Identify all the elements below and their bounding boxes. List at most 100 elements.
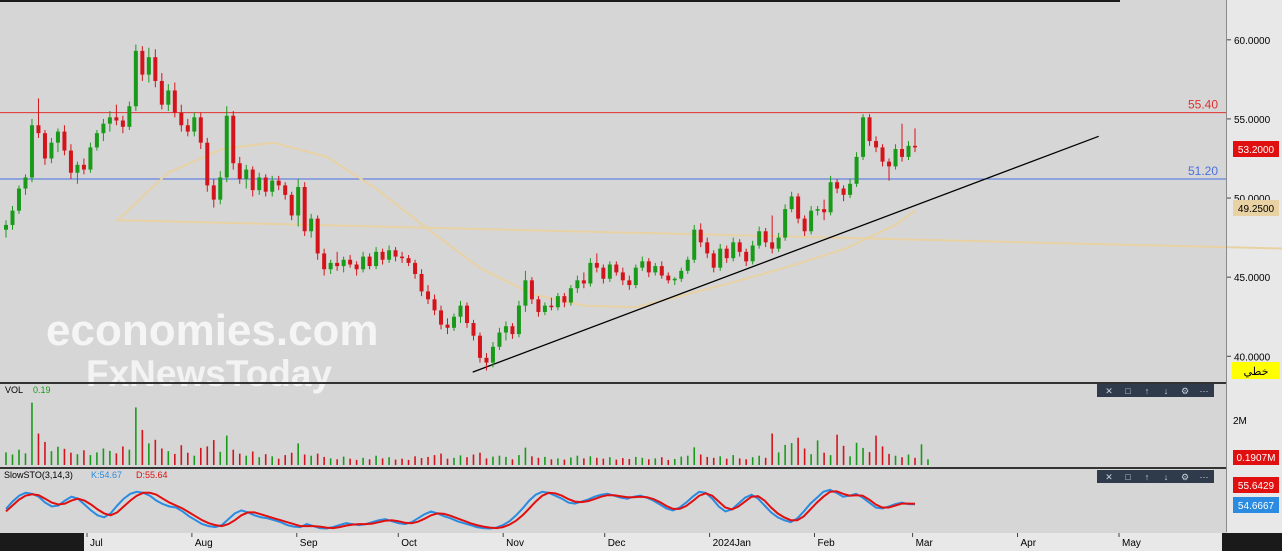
candle-body [445, 324, 450, 328]
settings-icon-hitbox[interactable] [1177, 385, 1193, 396]
candle-body [361, 256, 366, 270]
candle [88, 142, 93, 173]
candle-body [828, 182, 833, 213]
move-down-icon-hitbox[interactable] [1158, 385, 1174, 396]
mode-badge-box[interactable] [1232, 362, 1280, 379]
candle-body [789, 196, 794, 210]
move-up-icon-hitbox[interactable] [1139, 471, 1155, 482]
candle-body [744, 251, 749, 262]
trendline[interactable] [472, 135, 1099, 373]
candle [601, 264, 606, 284]
move-up-icon-glyph: ↑ [1145, 472, 1150, 482]
candle [614, 261, 619, 276]
candle-body [776, 237, 781, 249]
trendline-segment[interactable] [472, 135, 1099, 373]
candle [510, 323, 515, 339]
candle [666, 272, 671, 284]
more-icon[interactable]: ⋯ [1196, 385, 1212, 396]
mode-badge[interactable]: خطي [1232, 362, 1280, 379]
maximize-icon-hitbox[interactable] [1120, 471, 1136, 482]
settings-icon-hitbox[interactable] [1177, 471, 1193, 482]
candle [387, 245, 392, 263]
candle [555, 292, 560, 311]
candle-body [627, 280, 632, 286]
candle [659, 261, 664, 279]
candle [49, 137, 54, 164]
candle [731, 237, 736, 262]
volume-bar [5, 452, 7, 465]
stoch-k-line [5, 488, 916, 530]
volume-bar [875, 435, 877, 465]
candle [575, 275, 580, 293]
candle [361, 251, 366, 273]
volume-bar [914, 457, 916, 465]
volume-bar [407, 459, 410, 465]
time-axis-right-strip [1222, 533, 1282, 551]
volume-bar [764, 457, 767, 465]
candle [828, 175, 833, 216]
volume-bar [693, 447, 696, 465]
pane-divider-stoch[interactable] [0, 467, 1227, 469]
volume-bar [706, 456, 709, 465]
maximize-icon[interactable]: □ [1120, 471, 1136, 482]
close-icon-hitbox[interactable] [1101, 471, 1117, 482]
volume-bar [271, 456, 274, 465]
candle [192, 112, 197, 137]
move-up-icon[interactable]: ↑ [1139, 471, 1155, 482]
volume-bar [290, 452, 293, 465]
maximize-icon[interactable]: □ [1120, 385, 1136, 396]
candle [679, 267, 684, 282]
candle [627, 275, 632, 290]
volume-bar [102, 448, 105, 465]
candle [906, 141, 911, 161]
maximize-icon-hitbox[interactable] [1120, 385, 1136, 396]
close-icon[interactable]: ✕ [1101, 471, 1117, 482]
price-tick-label: 50.0000 [1234, 194, 1271, 205]
volume-bar [790, 443, 793, 465]
candle [809, 205, 814, 235]
candle-body [393, 250, 398, 257]
volume-bar [485, 458, 488, 465]
time-axis-background [0, 533, 1282, 551]
close-icon[interactable]: ✕ [1101, 385, 1117, 396]
time-tick-label: Dec [608, 538, 626, 549]
move-up-icon[interactable]: ↑ [1139, 385, 1155, 396]
candle [140, 46, 145, 81]
vol-value: 0.19 [33, 385, 51, 395]
more-icon-hitbox[interactable] [1196, 471, 1212, 482]
candle-body [263, 177, 268, 192]
candle-body [854, 156, 859, 184]
more-icon[interactable]: ⋯ [1196, 471, 1212, 482]
move-down-icon-hitbox[interactable] [1158, 471, 1174, 482]
volume-bar [323, 456, 325, 465]
candle [841, 185, 846, 202]
candle-body [16, 188, 21, 211]
more-icon-hitbox[interactable] [1196, 385, 1212, 396]
move-down-icon[interactable]: ↓ [1158, 385, 1174, 396]
volume-bar [303, 454, 306, 465]
move-down-icon[interactable]: ↓ [1158, 471, 1174, 482]
settings-icon[interactable]: ⚙ [1177, 385, 1193, 396]
candle-body [348, 259, 353, 265]
candle-body [510, 326, 515, 335]
settings-icon[interactable]: ⚙ [1177, 471, 1193, 482]
volume-bar [641, 457, 644, 465]
volume-bar [466, 457, 468, 465]
volume-bar [479, 452, 481, 465]
move-up-icon-hitbox[interactable] [1139, 385, 1155, 396]
vol-badge: 0.1907M [1233, 450, 1279, 465]
candle-body [646, 261, 651, 273]
candle-body [770, 242, 775, 249]
candle [224, 106, 229, 183]
volume-bar [187, 452, 189, 465]
close-icon-hitbox[interactable] [1101, 385, 1117, 396]
candle-body [335, 262, 340, 267]
candle [16, 185, 21, 214]
candle-body [172, 90, 177, 113]
volume-bar [206, 446, 209, 465]
pane-divider-vol[interactable] [0, 382, 1227, 384]
candle [542, 302, 547, 316]
candle-body [198, 117, 203, 143]
volume-bar [583, 458, 585, 465]
horizontal-line-label: 51.20 [1188, 164, 1218, 178]
